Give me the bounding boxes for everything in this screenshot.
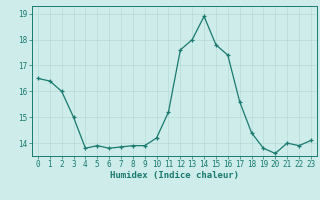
- X-axis label: Humidex (Indice chaleur): Humidex (Indice chaleur): [110, 171, 239, 180]
